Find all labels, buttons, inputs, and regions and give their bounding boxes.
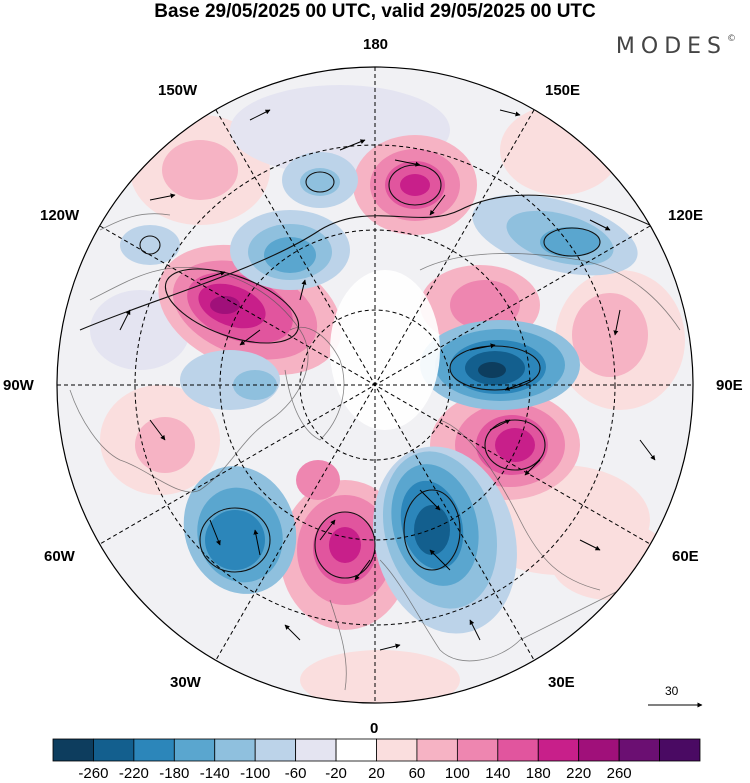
colorbar-swatch bbox=[578, 738, 620, 762]
lon-label-120w: 120W bbox=[40, 207, 80, 224]
map-border bbox=[56, 66, 694, 704]
colorbar-swatch bbox=[254, 738, 297, 762]
lon-label-60w: 60W bbox=[44, 548, 75, 565]
colorbar-tick-label: -100 bbox=[240, 765, 271, 782]
reference-vector-label: 30 bbox=[665, 684, 679, 698]
lon-label-30e: 30E bbox=[548, 674, 575, 691]
colorbar-tick-label: 260 bbox=[606, 765, 632, 782]
colorbar-tick-label: -20 bbox=[325, 765, 347, 782]
colorbar-tick-label: -260 bbox=[78, 765, 109, 782]
lon-label-60e: 60E bbox=[672, 548, 699, 565]
colorbar-tick-label: 20 bbox=[368, 765, 385, 782]
colorbar-swatch bbox=[456, 738, 499, 762]
colorbar-swatch bbox=[214, 738, 256, 762]
lon-label-0: 0 bbox=[370, 720, 379, 737]
colorbar-tick-label: 100 bbox=[444, 765, 470, 782]
lon-label-150w: 150W bbox=[158, 82, 198, 99]
colorbar-swatch bbox=[295, 738, 337, 762]
colorbar-tick-label: 220 bbox=[566, 765, 592, 782]
colorbar-swatch bbox=[133, 738, 175, 762]
colorbar-swatch bbox=[335, 738, 377, 762]
colorbar-swatch bbox=[537, 738, 580, 762]
colorbar-swatch bbox=[52, 738, 94, 762]
colorbar-swatch bbox=[618, 738, 660, 762]
colorbar-swatch bbox=[173, 738, 216, 762]
logo-mark: © bbox=[727, 34, 736, 44]
colorbar-tick-label: -60 bbox=[284, 765, 307, 782]
height-contours bbox=[79, 164, 661, 579]
lon-label-30w: 30W bbox=[170, 674, 201, 691]
colorbar-tick-label: -220 bbox=[118, 765, 149, 782]
lon-label-90w: 90W bbox=[3, 377, 34, 394]
colorbar-swatch bbox=[497, 738, 539, 762]
lon-label-120e: 120E bbox=[668, 207, 704, 224]
colorbar bbox=[52, 738, 701, 762]
modes-logo: MODES© bbox=[616, 34, 736, 59]
colorbar-swatch bbox=[416, 738, 458, 762]
lon-label-150e: 150E bbox=[545, 82, 581, 99]
logo-text: MODES bbox=[615, 34, 727, 59]
colorbar-swatch bbox=[659, 738, 701, 762]
wind-vectors bbox=[119, 109, 656, 651]
lon-label-180: 180 bbox=[363, 36, 389, 53]
chart-title: Base 29/05/2025 00 UTC, valid 29/05/2025… bbox=[154, 1, 596, 22]
lon-label-90e: 90E bbox=[716, 377, 743, 394]
colorbar-swatch bbox=[376, 738, 418, 762]
colorbar-tick-label: 140 bbox=[485, 765, 511, 782]
colorbar-tick-label: -140 bbox=[199, 765, 230, 782]
colorbar-tick-label: 60 bbox=[408, 765, 426, 782]
colorbar-tick-label: -180 bbox=[159, 765, 190, 782]
colorbar-swatch bbox=[93, 738, 135, 762]
colorbar-tick-label: 180 bbox=[525, 765, 551, 782]
